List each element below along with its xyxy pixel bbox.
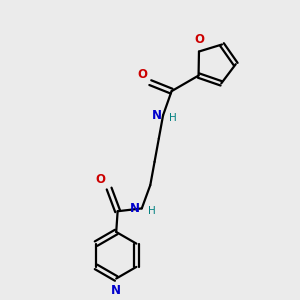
- Text: O: O: [194, 33, 204, 46]
- Text: H: H: [169, 112, 177, 123]
- Text: N: N: [130, 202, 140, 215]
- Text: O: O: [137, 68, 147, 81]
- Text: O: O: [96, 173, 106, 186]
- Text: N: N: [111, 284, 121, 297]
- Text: N: N: [152, 109, 162, 122]
- Text: H: H: [148, 206, 156, 216]
